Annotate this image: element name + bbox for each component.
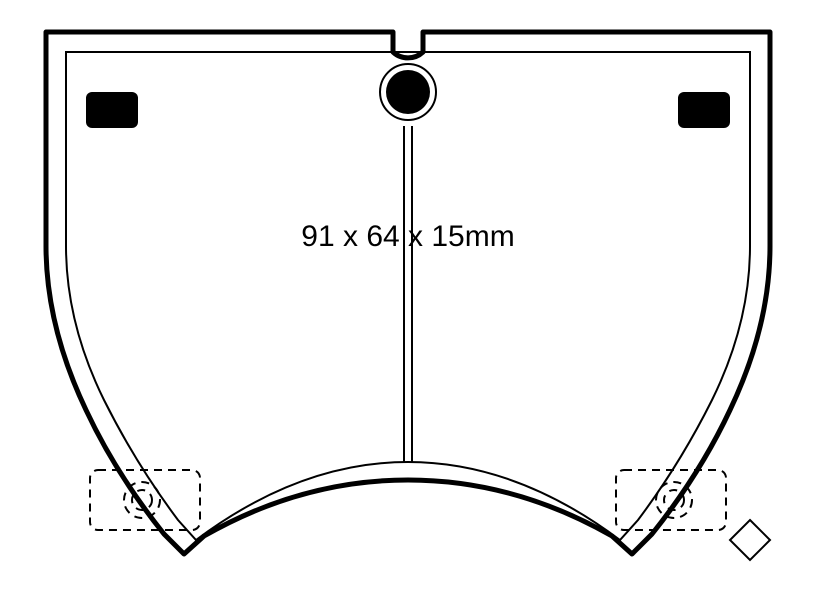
diagram-svg: [0, 0, 815, 609]
corner-notch: [730, 520, 770, 560]
center-hole: [386, 70, 430, 114]
tab-right: [616, 470, 726, 530]
dimension-label: 91 x 64 x 15mm: [301, 220, 514, 254]
tab-left: [90, 470, 200, 530]
slot-right: [678, 92, 730, 128]
brake-pad-diagram: 91 x 64 x 15mm: [0, 0, 815, 609]
inner-profile: [66, 52, 750, 540]
slot-left: [86, 92, 138, 128]
